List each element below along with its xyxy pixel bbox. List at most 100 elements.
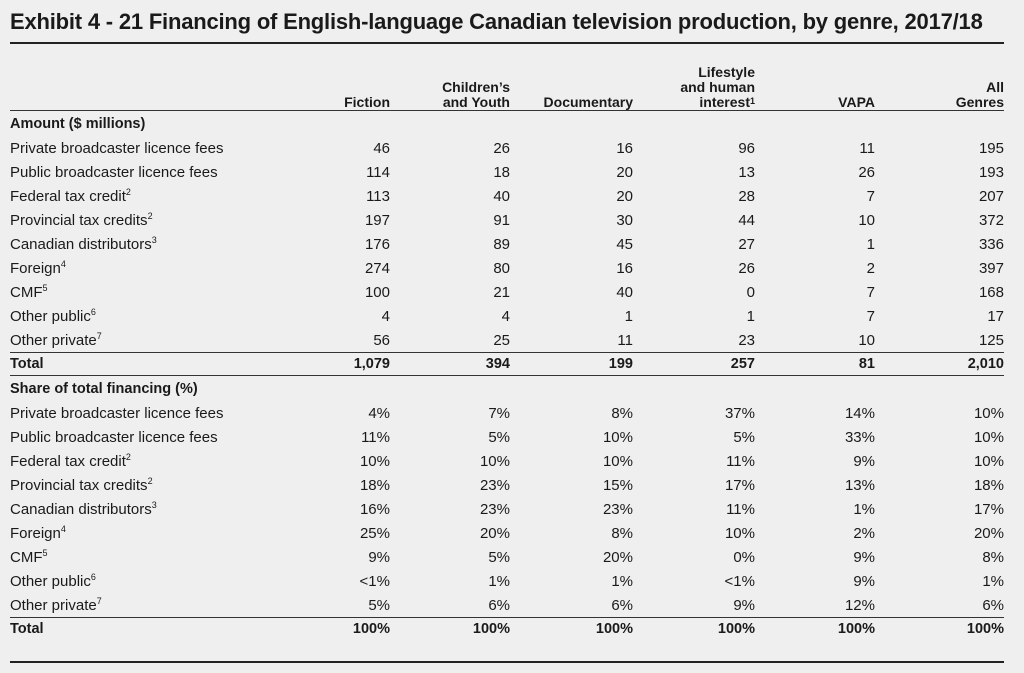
row-label: Foreign4	[10, 521, 290, 545]
value-cell: 6%	[982, 596, 1004, 614]
total-value-cell: 199	[510, 352, 633, 376]
row-label-text: Canadian distributors	[10, 235, 152, 253]
value-cell: 10%	[602, 452, 633, 470]
value-cell: 274	[364, 259, 390, 277]
value-cell: 17	[987, 307, 1004, 325]
value-cell: 4%	[368, 404, 390, 422]
footnote-marker: 4	[60, 258, 66, 269]
value-cell: 0%	[733, 548, 755, 566]
row-label-text: Public broadcaster licence fees	[10, 163, 218, 181]
row-label-text: Private broadcaster licence fees	[10, 404, 224, 422]
row-label-text: Provincial tax credits	[10, 211, 148, 229]
value-cell: 5%	[733, 428, 755, 446]
total-value-cell: 100%	[875, 617, 1004, 640]
section-heading-row: Amount ($ millions)	[10, 110, 1004, 136]
value-cell: 10%	[602, 428, 633, 446]
value-cell: 13%	[844, 476, 875, 494]
value-cell: 96	[738, 139, 755, 157]
footnote-marker: 4	[60, 523, 66, 534]
value-cell: 20	[616, 163, 633, 181]
value-cell: 7	[866, 307, 875, 325]
row-label: Canadian distributors3	[10, 497, 290, 521]
footnote-marker: 6	[90, 306, 96, 317]
row-label: Canadian distributors3	[10, 232, 290, 256]
value-cell: 197	[364, 211, 390, 229]
value-cell: 11%	[726, 452, 755, 470]
footnote-marker: 3	[151, 234, 157, 245]
value-cell: 28	[738, 187, 755, 205]
header-row: Fiction Children’s and Youth Documentary…	[10, 52, 1004, 111]
table-row: Provincial tax credits2 197 91 30 44 10 372	[10, 208, 1004, 232]
header-label-cell	[10, 52, 290, 111]
footnote-marker: 2	[125, 186, 131, 197]
value-cell: 44	[738, 211, 755, 229]
value-cell: 100	[364, 283, 390, 301]
total-value-cell: 100%	[755, 617, 875, 640]
total-row: Total 1,079 394 199 257 81 2,010	[10, 352, 1004, 376]
column-header: Fiction	[344, 94, 390, 110]
value-cell: 25%	[359, 524, 390, 542]
value-cell: <1%	[359, 572, 390, 590]
value-cell: 11	[859, 139, 875, 157]
value-cell: 1	[866, 235, 875, 253]
value-cell: 37%	[724, 404, 755, 422]
value-cell: 17%	[973, 500, 1004, 518]
value-cell: 114	[366, 163, 390, 181]
value-cell: 10	[858, 331, 875, 349]
table-row: Canadian distributors3 176 89 45 27 1 336	[10, 232, 1004, 256]
value-cell: 336	[978, 235, 1004, 253]
value-cell: 20	[616, 187, 633, 205]
value-cell: 372	[978, 211, 1004, 229]
footnote-marker: 7	[96, 330, 102, 341]
table-row: Public broadcaster licence fees 11% 5% 10% 5…	[10, 425, 1004, 449]
footnote-marker: 2	[125, 451, 131, 462]
value-cell: 7	[866, 283, 875, 301]
total-label: Total	[10, 617, 290, 640]
value-cell: 23	[738, 331, 755, 349]
value-cell: 91	[493, 211, 510, 229]
value-cell: 16	[616, 259, 633, 277]
value-cell: 16%	[359, 500, 390, 518]
value-cell: 10%	[973, 428, 1004, 446]
value-cell: 5%	[488, 548, 510, 566]
value-cell: 0	[746, 283, 755, 301]
value-cell: 20%	[973, 524, 1004, 542]
value-cell: 5%	[368, 596, 390, 614]
value-cell: 1	[624, 307, 633, 325]
row-label: CMF5	[10, 545, 290, 569]
value-cell: 176	[364, 235, 390, 253]
value-cell: 7%	[488, 404, 510, 422]
row-label: Federal tax credit2	[10, 184, 290, 208]
row-label-text: Public broadcaster licence fees	[10, 428, 218, 446]
value-cell: 26	[858, 163, 875, 181]
row-label-text: Canadian distributors	[10, 500, 152, 518]
value-cell: 23%	[602, 500, 633, 518]
value-cell: 89	[493, 235, 510, 253]
value-cell: 8%	[982, 548, 1004, 566]
row-label: Other private7	[10, 328, 290, 353]
value-cell: 2%	[853, 524, 875, 542]
value-cell: 23%	[479, 476, 510, 494]
footnote-marker: 7	[96, 595, 102, 606]
value-cell: 2	[866, 259, 875, 277]
row-label-text: Other private	[10, 596, 97, 614]
column-header: VAPA	[838, 94, 875, 110]
section-heading-row: Share of total financing (%)	[10, 375, 1004, 401]
table-row: Federal tax credit2 113 40 20 28 7 207	[10, 184, 1004, 208]
value-cell: 113	[366, 187, 390, 205]
total-row: Total 100% 100% 100% 100% 100% 100%	[10, 617, 1004, 640]
value-cell: 10%	[359, 452, 390, 470]
total-label: Total	[10, 352, 290, 376]
value-cell: 11%	[726, 500, 755, 518]
table-row: Federal tax credit2 10% 10% 10% 11% 9% 10%	[10, 449, 1004, 473]
exhibit-title: Exhibit 4 - 21 Financing of English-lang…	[10, 9, 983, 34]
footnote-marker: 5	[42, 282, 48, 293]
value-cell: 7	[866, 187, 875, 205]
value-cell: 397	[978, 259, 1004, 277]
value-cell: 45	[616, 235, 633, 253]
value-cell: <1%	[724, 572, 755, 590]
value-cell: 207	[978, 187, 1004, 205]
value-cell: 168	[978, 283, 1004, 301]
value-cell: 18	[493, 163, 510, 181]
table-row: Foreign4 25% 20% 8% 10% 2% 20%	[10, 521, 1004, 545]
